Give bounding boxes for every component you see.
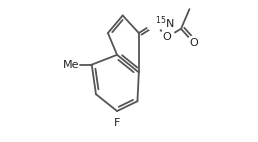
Text: Me: Me bbox=[63, 60, 80, 70]
Text: O: O bbox=[189, 38, 198, 48]
Text: O: O bbox=[163, 32, 171, 42]
Text: F: F bbox=[114, 118, 120, 128]
Text: $^{15}$N: $^{15}$N bbox=[155, 15, 174, 32]
